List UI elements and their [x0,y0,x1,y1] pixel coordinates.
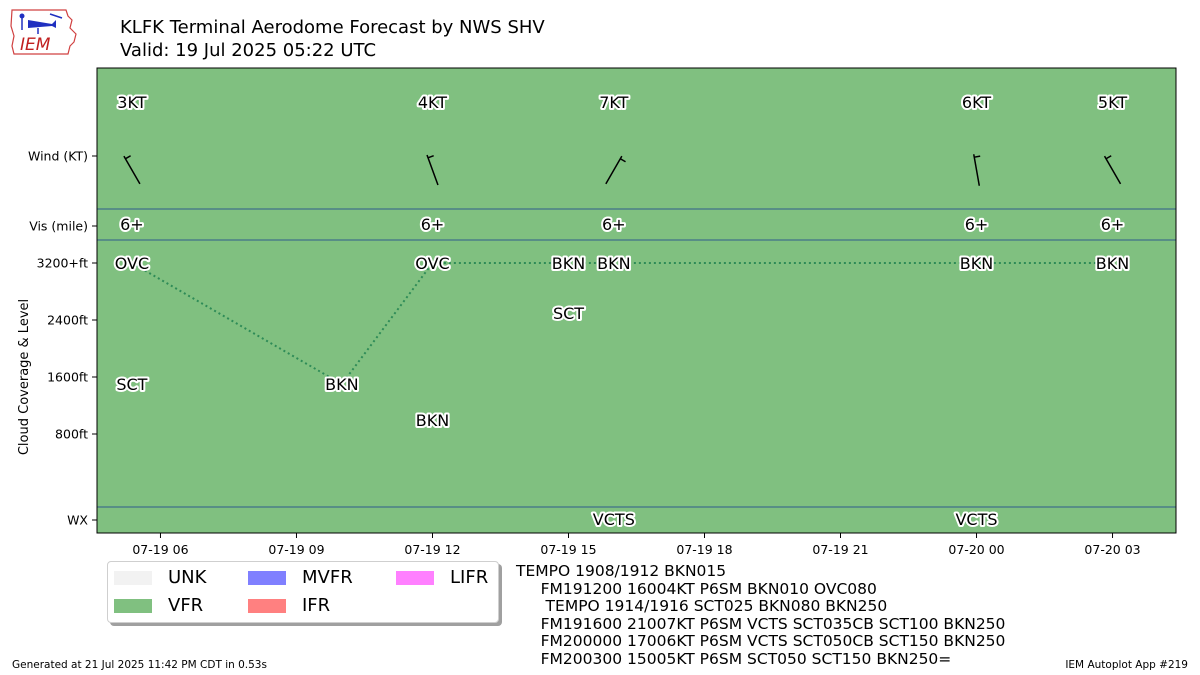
wind-speed-label: 5KT [1098,93,1127,112]
raw-taf-line: FM200300 15005KT P6SM SCT050 SCT150 BKN2… [516,649,952,668]
y-axis-label: Cloud Coverage & Level [17,299,32,455]
y-tick-label: 2400ft [47,313,88,328]
x-tick-label: 07-19 15 [540,542,596,557]
wind-barb-staff [426,154,439,186]
wind-barb-staff [605,155,623,185]
wind-barb-flag [427,155,434,159]
wind-barb-staff [973,154,981,186]
visibility-label: 6+ [965,215,989,234]
cloud-cover-label: BKN [1096,254,1129,273]
y-tick-label: 800ft [55,427,88,442]
legend-label: MVFR [302,567,353,588]
wind-barb-flag [125,155,131,160]
wind-barb-staff [123,155,141,185]
cloud-cover-label: SCT [116,375,147,394]
raw-taf-line: FM200000 17006KT P6SM VCTS SCT050CB SCT1… [516,632,1006,651]
cloud-cover-label: OVC [415,254,449,273]
legend-label: UNK [168,567,207,588]
taf-chart: 3KT 4KT 7KT 6KT 5KT 6+ 6+ 6+ 6+ 6+ OVC SCT BKN OVC BKN… [17,67,1177,558]
wind-barb-flag [619,158,626,163]
logo-text: IEM [20,35,51,55]
y-tick-label: 1600ft [47,370,88,385]
x-tick-label: 07-19 06 [132,542,188,557]
weather-label: VCTS [593,510,635,529]
wind-barb-flag [974,155,981,158]
cloud-cover-label: BKN [597,254,630,273]
app-footer: IEM Autoplot App #219 [1065,659,1188,671]
weather-label: VCTS [955,510,997,529]
legend-swatch [114,571,152,585]
y-tick-label: Wind (KT) [28,149,88,164]
axes-layer: 07-19 06 07-19 09 07-19 12 07-19 15 07-19 18… [28,149,1141,558]
visibility-label: 6+ [1101,215,1125,234]
cloud-cover-label: OVC [115,254,149,273]
x-tick-label: 07-20 00 [948,542,1004,557]
raw-taf-line: TEMPO 1908/1912 BKN015 [516,562,727,580]
plot-frame [96,67,1177,534]
raw-taf-line: FM191200 16004KT P6SM BKN010 OVC080 [516,579,877,598]
cloud-cover-label: BKN [960,254,993,273]
chart-subtitle: Valid: 19 Jul 2025 05:22 UTC [120,40,377,61]
y-tick-label: Vis (mile) [29,219,88,234]
raw-taf-text: TEMPO 1908/1912 BKN015 FM191200 16004KT … [516,562,1006,669]
x-tick-label: 07-19 18 [676,542,732,557]
wind-speed-label: 4KT [418,93,447,112]
x-tick-label: 07-19 09 [268,542,324,557]
cloud-cover-label: BKN [325,375,358,394]
visibility-label: 6+ [421,215,445,234]
ceiling-series-line [131,262,1113,386]
chart-title: KLFK Terminal Aerodome Forecast by NWS S… [120,17,545,38]
raw-taf-line: TEMPO 1914/1916 SCT025 BKN080 BKN250 [516,597,888,616]
x-tick-label: 07-19 12 [404,542,460,557]
x-tick-label: 07-20 03 [1084,542,1140,557]
plot-area-vfr [97,68,1176,533]
wind-speed-label: 6KT [962,93,991,112]
ceiling-line-layer [131,262,1113,386]
visibility-label: 6+ [602,215,626,234]
legend-label: VFR [168,595,204,616]
generated-footer: Generated at 21 Jul 2025 11:42 PM CDT in… [12,659,267,671]
legend-swatch [248,571,286,585]
legend: UNK VFR MVFR IFR LIFR [107,561,499,623]
cloud-cover-label: BKN [552,254,585,273]
wind-barb-flag [1105,155,1112,160]
visibility-label: 6+ [120,215,144,234]
y-tick-label: 3200+ft [37,256,88,271]
x-tick-label: 07-19 21 [812,542,868,557]
marks-layer: 3KT 4KT 7KT 6KT 5KT 6+ 6+ 6+ 6+ 6+ OVC SCT BKN OVC BKN… [113,91,1132,531]
raw-taf-line: FM191600 21007KT P6SM VCTS SCT035CB SCT1… [516,614,1006,633]
wind-speed-label: 3KT [117,93,146,112]
y-tick-label: WX [67,513,88,528]
legend-swatch [114,599,152,613]
cloud-cover-label: SCT [553,304,584,323]
legend-label: LIFR [450,567,489,588]
iem-logo: IEM [8,6,80,62]
legend-label: IFR [302,595,331,616]
wind-speed-label: 7KT [599,93,628,112]
legend-swatch [248,599,286,613]
wind-barb-staff [1103,155,1122,185]
legend-swatch [396,571,434,585]
cloud-cover-label: BKN [416,411,449,430]
